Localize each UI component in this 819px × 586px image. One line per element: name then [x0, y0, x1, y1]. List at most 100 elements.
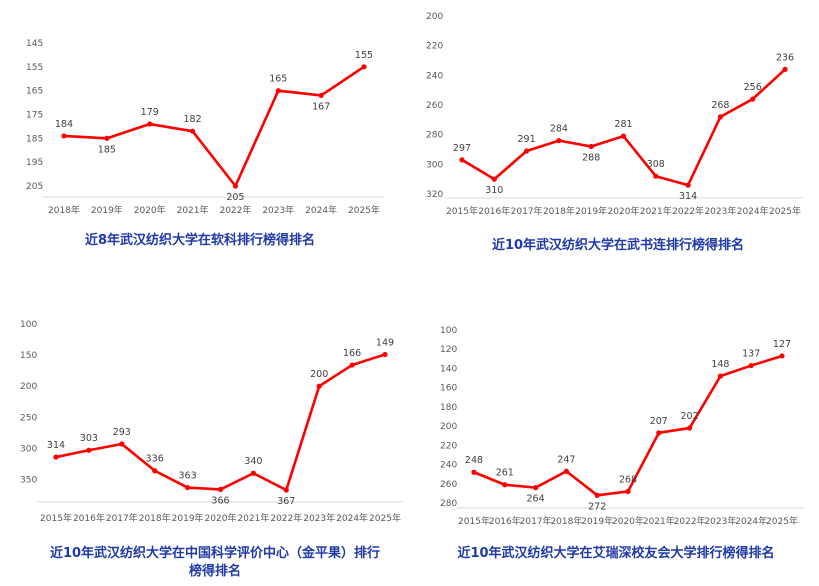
data-point: [185, 484, 191, 491]
data-label: 284: [550, 124, 568, 135]
data-label: 200: [310, 369, 328, 380]
data-label: 256: [744, 82, 762, 93]
y-tick-label: 160: [440, 384, 457, 394]
data-label: 247: [557, 454, 575, 465]
data-label: 291: [518, 134, 536, 145]
x-tick-label: 2021年: [177, 204, 209, 216]
data-label: 363: [179, 471, 197, 482]
x-tick-label: 2023年: [262, 204, 294, 216]
y-tick-label: 205: [26, 182, 43, 192]
data-label: 248: [465, 455, 483, 466]
data-point: [316, 383, 322, 389]
chart-4: 100 120 140 160 180 200 220 240 260 2802015年2016年…: [440, 326, 804, 561]
x-tick-label: 2018年: [550, 515, 582, 527]
x-tick-label: 2022年: [672, 205, 704, 217]
y-tick-label: 240: [426, 71, 443, 81]
x-tick-label: 2015年: [446, 205, 478, 217]
x-tick-label: 2020年: [608, 205, 640, 217]
data-point: [779, 353, 785, 359]
y-tick-label: 100: [440, 326, 457, 336]
data-label: 366: [211, 495, 229, 506]
x-tick-label: 2021年: [237, 512, 269, 524]
chart-title: 近10年武汉纺织大学在武书连排行榜得排名: [492, 237, 744, 253]
data-point: [104, 135, 110, 141]
y-tick-label: 100: [20, 320, 37, 330]
data-point: [491, 176, 497, 182]
data-point: [620, 133, 627, 139]
x-tick-label: 2023年: [704, 515, 736, 527]
data-label: 167: [312, 101, 330, 112]
data-point: [382, 351, 388, 358]
data-label: 137: [742, 349, 760, 360]
y-tick-label: 180: [440, 403, 457, 413]
data-label: 149: [376, 337, 394, 348]
data-label: 336: [146, 454, 164, 465]
data-label: 155: [355, 50, 373, 61]
data-label: 202: [681, 411, 699, 422]
y-tick-label: 200: [20, 382, 37, 392]
data-point: [563, 468, 570, 474]
y-tick-label: 195: [26, 158, 43, 168]
data-label: 179: [141, 107, 159, 118]
y-tick-label: 240: [440, 461, 457, 471]
x-tick-label: 2024年: [336, 512, 368, 524]
x-tick-label: 2016年: [73, 512, 105, 524]
x-tick-label: 2020年: [205, 512, 237, 524]
data-label: 261: [496, 468, 514, 479]
x-tick-label: 2025年: [769, 205, 801, 217]
y-tick-label: 155: [26, 63, 43, 73]
x-tick-label: 2021年: [643, 515, 675, 527]
data-point: [717, 373, 724, 379]
data-point: [361, 64, 367, 70]
y-tick-label: 280: [426, 131, 443, 141]
y-tick-label: 220: [440, 441, 457, 451]
data-point: [782, 66, 788, 72]
data-point: [232, 183, 239, 189]
y-tick-label: 260: [440, 480, 457, 490]
y-tick-label: 220: [426, 42, 443, 52]
x-tick-label: 2021年: [640, 205, 672, 217]
x-tick-label: 2023年: [704, 205, 736, 217]
data-label: 268: [711, 100, 729, 111]
data-point: [86, 447, 92, 453]
data-point: [653, 173, 659, 179]
y-tick-label: 260: [426, 101, 443, 111]
data-label: 207: [650, 416, 668, 427]
y-tick-label: 185: [26, 134, 43, 144]
data-label: 297: [453, 143, 471, 154]
data-label: 184: [55, 119, 73, 130]
data-point: [502, 482, 508, 488]
data-point: [250, 470, 256, 476]
data-point: [283, 487, 289, 493]
y-tick-label: 140: [440, 364, 457, 374]
data-point: [588, 143, 594, 150]
x-tick-label: 2018年: [139, 512, 171, 524]
y-tick-label: 250: [20, 413, 37, 423]
x-tick-label: 2025年: [369, 512, 401, 524]
y-tick-label: 280: [440, 499, 457, 509]
data-point: [189, 128, 196, 134]
y-tick-label: 200: [426, 12, 443, 22]
chart-title: 榜得排名: [189, 563, 241, 579]
x-tick-label: 2025年: [766, 515, 798, 527]
y-tick-label: 200: [440, 422, 457, 432]
x-tick-label: 2019年: [172, 512, 204, 524]
data-point: [687, 425, 693, 431]
data-label: 308: [647, 159, 665, 170]
data-label: 127: [773, 339, 791, 350]
data-point: [275, 88, 281, 94]
x-tick-label: 2019年: [575, 205, 607, 217]
series-line: [55, 353, 386, 492]
y-tick-label: 300: [426, 160, 443, 170]
x-tick-label: 2023年: [303, 512, 335, 524]
data-label: 314: [679, 191, 697, 202]
x-tick-label: 2024年: [735, 515, 767, 527]
chart-title: 近10年武汉纺织大学在中国科学评价中心（金平果）排行: [50, 545, 380, 561]
data-label: 165: [269, 74, 287, 85]
chart-title: 近8年武汉纺织大学在软科排行榜得排名: [85, 232, 315, 248]
x-tick-label: 2019年: [581, 515, 613, 527]
data-point: [625, 488, 631, 495]
data-point: [717, 114, 724, 120]
x-tick-label: 2025年: [348, 204, 380, 216]
chart-1: 145 155 165 175 185 195 205 2018年 2019年 2020年 2021…: [26, 39, 384, 248]
